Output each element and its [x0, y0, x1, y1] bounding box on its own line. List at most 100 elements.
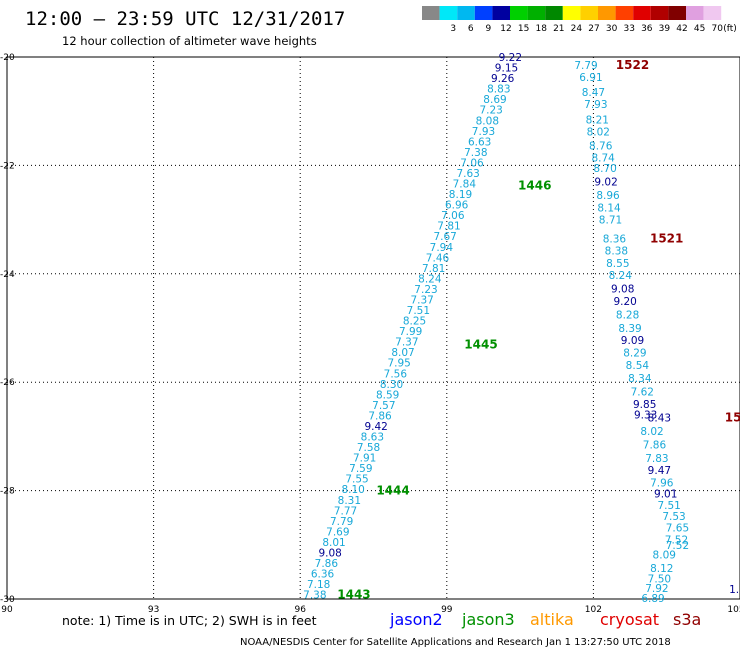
swh-value: 7.23: [414, 284, 437, 296]
legend-unit: (ft): [723, 24, 737, 34]
swh-value: 8.02: [587, 126, 610, 138]
swh-value: 6.96: [445, 200, 469, 212]
swh-value: 9.85: [633, 399, 656, 411]
swh-value: 7.93: [472, 126, 495, 138]
swh-value: 8.02: [640, 426, 663, 438]
legend-label: 33: [623, 24, 634, 34]
swh-value: 7.79: [574, 60, 597, 72]
legend-swatch: [527, 6, 546, 20]
swh-value: 7.06: [460, 157, 484, 169]
swh-value: 9.22: [499, 52, 522, 64]
swh-value: 9.47: [648, 465, 671, 477]
legend-swatch: [650, 6, 669, 20]
color-legend: 3 6 9 12 15 18 21 24 27 30 33 36 39 42 45 70 (ft): [422, 6, 737, 34]
swh-value: 8.01: [322, 537, 345, 549]
y-tick-label: -28: [0, 487, 15, 497]
swh-value: 7.52: [666, 540, 689, 552]
pass-number-label: 1521: [650, 232, 683, 246]
legend-label: 42: [676, 24, 687, 34]
swh-value: 9.15: [495, 63, 518, 75]
legend-label: 21: [553, 24, 564, 34]
swh-value: 8.08: [476, 115, 499, 127]
swh-value: 9.33: [634, 410, 657, 422]
x-tick-label: 90: [1, 605, 13, 615]
axis-ticks: 90 93 96 99 102 105 -20 -22 -24 -26 -28 -30: [0, 53, 740, 615]
swh-value: 7.96: [650, 477, 674, 489]
legend-swatch: [439, 6, 458, 20]
legend-swatch: [668, 6, 686, 20]
swh-value: 8.59: [376, 389, 399, 401]
plot-frame: [6, 56, 740, 600]
swh-value: 1.: [729, 584, 739, 596]
swh-value: 8.55: [606, 258, 629, 270]
pass-number-label: 1446: [518, 178, 551, 192]
swh-value: 9.26: [491, 73, 515, 85]
swh-value: 8.24: [418, 273, 442, 285]
swh-value: 7.57: [372, 400, 395, 412]
legend-label: 12: [500, 24, 511, 34]
swh-value: 7.86: [643, 440, 667, 452]
legend-label: 9: [486, 24, 492, 34]
swh-value: 7.86: [315, 558, 339, 570]
legend-label: 70: [711, 24, 723, 34]
swh-value: 8.29: [623, 347, 646, 359]
footer-note: note: 1) Time is in UTC; 2) SWH is in fe…: [62, 613, 317, 628]
swh-value: 8.70: [593, 163, 616, 175]
swh-value: 7.77: [334, 505, 357, 517]
swh-value: 8.54: [626, 360, 650, 372]
swh-value: 7.92: [645, 583, 668, 595]
legend-label: 15: [518, 24, 529, 34]
swh-value: 7.18: [307, 579, 330, 591]
pass-number-label: 1443: [337, 588, 370, 602]
swh-value: 8.63: [361, 432, 384, 444]
swh-value: 8.19: [449, 189, 472, 201]
swh-value: 8.47: [582, 87, 605, 99]
swh-value: 8.69: [483, 94, 506, 106]
swh-value: 8.96: [596, 190, 620, 202]
swh-value: 7.81: [437, 221, 460, 233]
legend-swatch: [633, 6, 651, 20]
swh-value: 7.62: [631, 386, 654, 398]
y-tick-label: -30: [0, 595, 15, 605]
swh-value: 8.09: [653, 550, 676, 562]
legend-swatch: [492, 6, 510, 20]
swh-value: 8.25: [403, 316, 426, 328]
swh-value: 8.43: [648, 412, 671, 424]
legend-label: 24: [571, 24, 583, 34]
legend-label: 30: [606, 24, 618, 34]
swh-value: 8.39: [618, 323, 641, 335]
data-points: 9.229.159.268.838.697.238.087.936.637.38…: [303, 52, 739, 605]
satellite-legend: jason2 jason3 altika cryosat s3a: [389, 610, 701, 629]
pass-number-label: 1444: [376, 484, 409, 498]
swh-value: 7.94: [430, 242, 454, 254]
swh-value: 8.76: [589, 140, 613, 152]
legend-label: 27: [588, 24, 599, 34]
legend-swatch: [598, 6, 616, 20]
legend-label: 36: [641, 24, 653, 34]
swh-value: 8.38: [605, 245, 628, 257]
swh-value: 6.91: [579, 72, 602, 84]
swh-value: 8.14: [597, 203, 621, 215]
satellite-name-jason2: jason2: [389, 610, 443, 629]
pass-number-label: 1522: [616, 58, 649, 72]
swh-value: 7.56: [384, 368, 408, 380]
x-tick-label: 99: [441, 605, 453, 615]
legend-label: 45: [694, 24, 705, 34]
swh-value: 7.59: [349, 463, 372, 475]
swh-value: 7.99: [399, 326, 422, 338]
chart-title: 12:00 – 23:59 UTC 12/31/2017: [25, 8, 345, 30]
swh-value: 7.91: [353, 453, 376, 465]
swh-value: 8.07: [391, 347, 414, 359]
legend-swatch: [422, 6, 440, 20]
swh-value: 8.30: [380, 379, 403, 391]
swh-value: 7.38: [464, 147, 487, 159]
satellite-name-jason3: jason3: [461, 610, 515, 629]
swh-value: 6.63: [468, 136, 491, 148]
satellite-name-altika: altika: [530, 610, 574, 629]
pass-number-label: 1445: [464, 337, 497, 351]
swh-value: 7.52: [665, 534, 688, 546]
swh-value: 7.69: [326, 526, 349, 538]
swh-value: 7.84: [453, 179, 477, 191]
